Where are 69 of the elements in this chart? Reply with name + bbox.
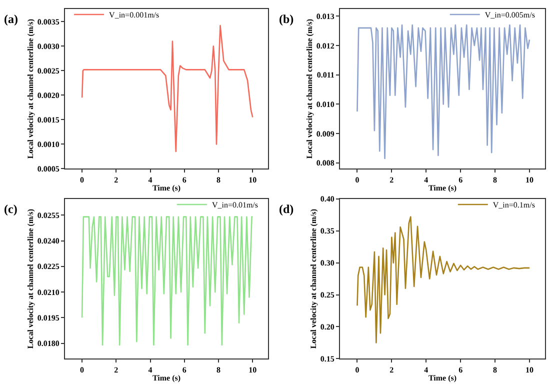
x-tick-label: 4: [148, 365, 152, 374]
y-tick-label: 0.30: [320, 258, 334, 268]
y-tick-label: 0.0025: [37, 66, 60, 76]
y-tick-label: 0.012: [316, 41, 334, 50]
y-tick-label: 0.0020: [37, 90, 60, 100]
x-tick-label: 6: [458, 175, 463, 184]
x-tick-label: 10: [526, 175, 534, 184]
y-tick-label: 0.0225: [37, 262, 60, 272]
x-axis-title: Time (s): [428, 183, 457, 192]
legend-label: V_in=0.001m/s: [109, 10, 160, 20]
x-tick-label: 0: [355, 175, 360, 184]
x-axis-title: Time (s): [152, 183, 181, 192]
chart-title: (a): [4, 12, 18, 26]
x-tick-label: 8: [493, 365, 498, 374]
line-series: [81, 24, 254, 152]
y-tick-label: 0.010: [316, 100, 334, 109]
y-tick-label: 0.0255: [37, 210, 60, 220]
x-tick-label: 4: [424, 175, 428, 184]
x-tick-label: 10: [526, 365, 534, 374]
line-series: [356, 24, 530, 160]
x-tick-label: 6: [182, 175, 186, 184]
y-tick-label: 0.0015: [37, 115, 60, 124]
x-tick-label: 4: [424, 365, 428, 374]
y-tick-label: 0.0005: [37, 164, 60, 174]
chart-title: (c): [4, 202, 18, 216]
y-tick-label: 0.20: [320, 322, 334, 332]
x-tick-label: 10: [248, 175, 257, 184]
y-tick-label: 0.0195: [37, 313, 60, 322]
x-tick-label: 2: [390, 175, 394, 184]
y-tick-label: 0.0035: [37, 17, 60, 26]
y-tick-label: 0.009: [316, 129, 334, 138]
y-tick-label: 0.15: [320, 354, 334, 364]
y-axis-title: Local velocity at channel centerline (m/s): [26, 208, 36, 349]
chart-title: (d): [279, 202, 294, 216]
x-tick-label: 0: [355, 365, 360, 374]
y-tick-label: 0.25: [320, 290, 334, 300]
x-axis-title: Time (s): [152, 373, 181, 382]
y-axis-title: Local velocity at channel centerline (m/s): [309, 208, 318, 349]
y-axis-title: Local velocity at channel centerline (m/s): [305, 18, 314, 159]
y-tick-label: 0.013: [316, 12, 334, 22]
x-tick-label: 2: [114, 175, 118, 184]
y-tick-label: 0.40: [320, 194, 334, 204]
x-tick-label: 4: [148, 175, 152, 184]
x-tick-label: 0: [80, 365, 84, 374]
line-series: [356, 216, 530, 344]
x-tick-label: 8: [216, 175, 221, 184]
y-axis-title: Local velocity at channel centerline (m/s): [26, 18, 36, 159]
y-tick-label: 0.008: [316, 158, 334, 168]
line-series: [81, 216, 254, 346]
y-tick-label: 0.0210: [37, 288, 60, 297]
x-tick-label: 6: [182, 365, 186, 374]
x-tick-label: 6: [458, 365, 463, 374]
x-tick-label: 10: [248, 365, 257, 374]
x-tick-label: 8: [493, 175, 498, 184]
x-tick-label: 2: [390, 365, 394, 374]
chart-title: (b): [279, 12, 294, 26]
legend-label: V_in=0.1m/s: [492, 200, 535, 210]
x-axis-title: Time (s): [428, 373, 457, 382]
legend-label: V_in=0.005m/s: [484, 10, 535, 20]
x-tick-label: 2: [114, 365, 118, 374]
y-tick-label: 0.0240: [37, 236, 60, 246]
y-tick-label: 0.0030: [37, 42, 60, 51]
legend-label: V_in=0.01m/s: [212, 200, 258, 210]
y-tick-label: 0.0180: [37, 339, 60, 348]
x-tick-label: 0: [80, 175, 84, 184]
y-tick-label: 0.011: [316, 70, 334, 80]
y-tick-label: 0.0010: [37, 140, 60, 149]
x-tick-label: 8: [216, 365, 221, 374]
y-tick-label: 0.35: [320, 226, 334, 236]
